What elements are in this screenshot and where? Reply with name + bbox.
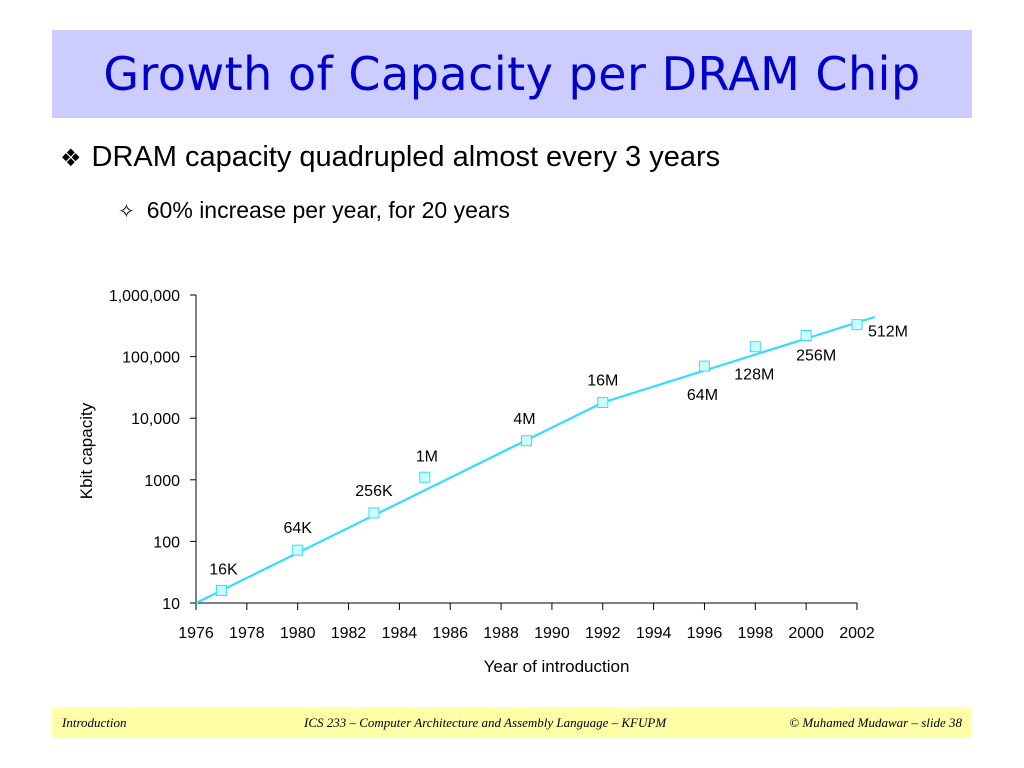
data-point-marker (749, 341, 761, 353)
x-tick-label: 1990 (534, 625, 570, 642)
y-tick-label: 1000 (144, 473, 180, 490)
footer-bar: Introduction ICS 233 – Computer Architec… (52, 707, 972, 737)
data-point-marker (597, 396, 609, 408)
x-tick-label: 2002 (839, 625, 875, 642)
data-point-label: 128M (734, 367, 774, 384)
data-point-label: 512M (868, 324, 908, 341)
x-tick-label: 1982 (331, 625, 367, 642)
x-tick-label: 1984 (382, 625, 418, 642)
x-tick-label: 2000 (788, 625, 824, 642)
y-axis-label: Kbit capacity (77, 402, 96, 499)
footer-section: Introduction (62, 715, 127, 730)
footer-course: ICS 233 – Computer Architecture and Asse… (304, 715, 667, 730)
bullet-text-1: DRAM capacity quadrupled almost every 3 … (91, 141, 721, 173)
y-tick-label: 100,000 (122, 350, 180, 367)
x-tick-label: 1988 (483, 625, 519, 642)
diamond-bullet-icon: ❖ (60, 143, 82, 172)
data-point-marker (419, 471, 431, 483)
x-axis-label: Year of introduction (484, 657, 630, 676)
data-point-marker (215, 584, 227, 596)
x-tick-label: 1994 (636, 625, 672, 642)
data-point-marker (851, 319, 863, 331)
y-tick-label: 100 (153, 534, 180, 551)
y-tick-label: 10,000 (131, 411, 180, 428)
title-banner: Growth of Capacity per DRAM Chip (52, 30, 972, 118)
data-point-label: 64K (283, 520, 312, 537)
x-tick-label: 1978 (229, 625, 265, 642)
x-tick-label: 1980 (280, 625, 316, 642)
data-point-label: 16K (209, 561, 238, 578)
data-point-marker (521, 435, 532, 447)
footer-credit: © Muhamed Mudawar – slide 38 (789, 715, 962, 730)
bullet-level-1: ❖ DRAM capacity quadrupled almost every … (60, 141, 720, 174)
bullet-level-2: ✧ 60% increase per year, for 20 years (118, 197, 510, 224)
data-point-label: 64M (687, 387, 718, 404)
data-point-marker (698, 360, 710, 372)
data-point-marker (368, 507, 380, 519)
x-tick-label: 1992 (585, 625, 621, 642)
x-tick-label: 1976 (178, 625, 214, 642)
data-point-label: 1M (416, 448, 438, 465)
data-point-label: 256K (355, 483, 393, 500)
data-point-label: 256M (796, 348, 836, 365)
bullet-text-2: 60% increase per year, for 20 years (146, 197, 510, 223)
x-tick-label: 1998 (738, 625, 774, 642)
slide-title: Growth of Capacity per DRAM Chip (103, 47, 921, 101)
data-point-marker (292, 544, 304, 556)
data-point-label: 16M (587, 372, 618, 389)
y-tick-label: 1,000,000 (109, 288, 180, 305)
x-tick-label: 1986 (432, 625, 468, 642)
data-point-label: 4M (513, 411, 535, 428)
y-tick-label: 10 (162, 596, 180, 613)
data-point-marker (800, 330, 812, 342)
star-bullet-icon: ✧ (118, 198, 135, 223)
trend-line (195, 315, 876, 604)
x-tick-label: 1996 (687, 625, 723, 642)
